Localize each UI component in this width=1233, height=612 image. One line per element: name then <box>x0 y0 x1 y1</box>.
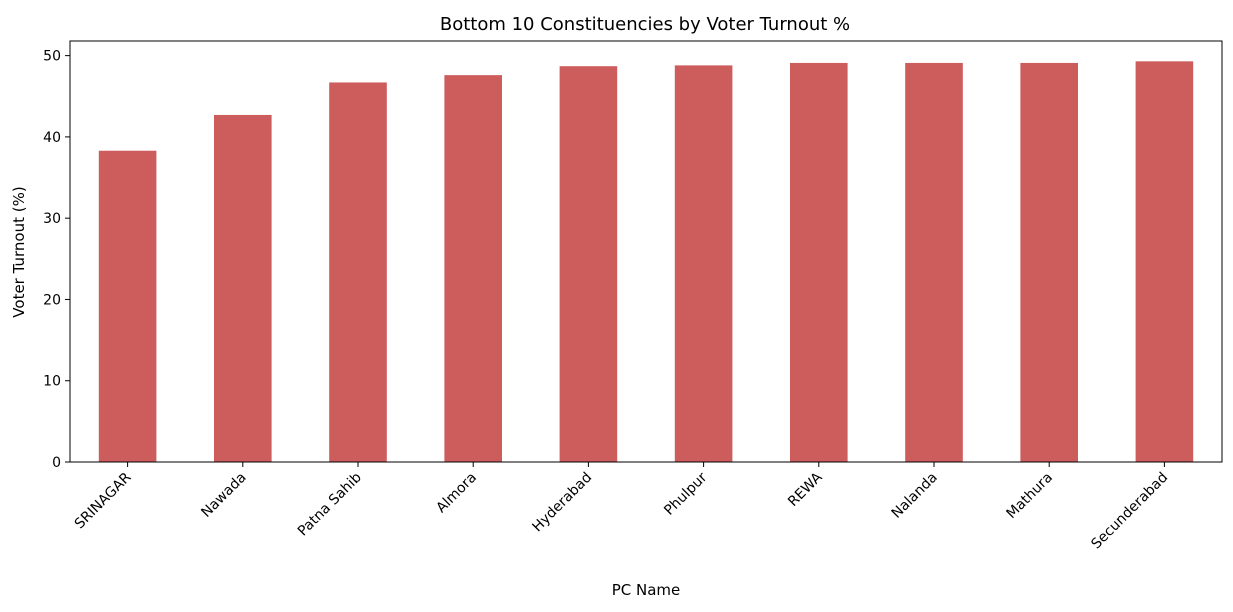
y-tick-label: 30 <box>43 211 61 227</box>
x-axis-label: PC Name <box>612 581 681 599</box>
x-tick-label: Secunderabad <box>1088 470 1171 553</box>
y-tick-label: 10 <box>43 374 61 390</box>
bar-phulpur <box>674 65 733 463</box>
bar-almora <box>444 75 502 462</box>
plot-area: SRINAGAR Nawada Patna Sahib Almora Hyderabad… <box>43 49 1194 553</box>
y-axis-label: Voter Turnout (%) <box>10 186 28 317</box>
x-tick-label: REWA <box>785 469 826 510</box>
bar-nalanda <box>905 62 963 462</box>
y-tick-label: 0 <box>52 455 61 471</box>
bar-mathura <box>1020 62 1078 462</box>
x-tick-label: Patna Sahib <box>295 469 365 539</box>
axes-frame <box>69 40 1223 463</box>
x-tick-label: Mathura <box>1004 470 1056 522</box>
y-tick-label: 20 <box>43 292 61 308</box>
bar-nawada <box>214 114 272 462</box>
chart-title: Bottom 10 Constituencies by Voter Turnou… <box>440 14 850 35</box>
x-tick-label: Hyderabad <box>529 470 595 536</box>
bar-rewa <box>790 62 848 462</box>
bar-hyderabad <box>559 66 618 462</box>
x-tick-label: Phulpur <box>661 469 710 518</box>
x-tick-label: Nawada <box>198 470 249 521</box>
y-tick-label: 40 <box>43 130 61 146</box>
x-tick-label: Nalanda <box>889 470 941 522</box>
x-tick-label: SRINAGAR <box>72 469 135 532</box>
bar-secunderabad <box>1135 61 1194 462</box>
x-tick-label: Almora <box>433 470 480 517</box>
y-tick-label: 50 <box>43 49 61 65</box>
bar-srinagar <box>98 150 157 462</box>
bar-patna-sahib <box>329 82 387 463</box>
